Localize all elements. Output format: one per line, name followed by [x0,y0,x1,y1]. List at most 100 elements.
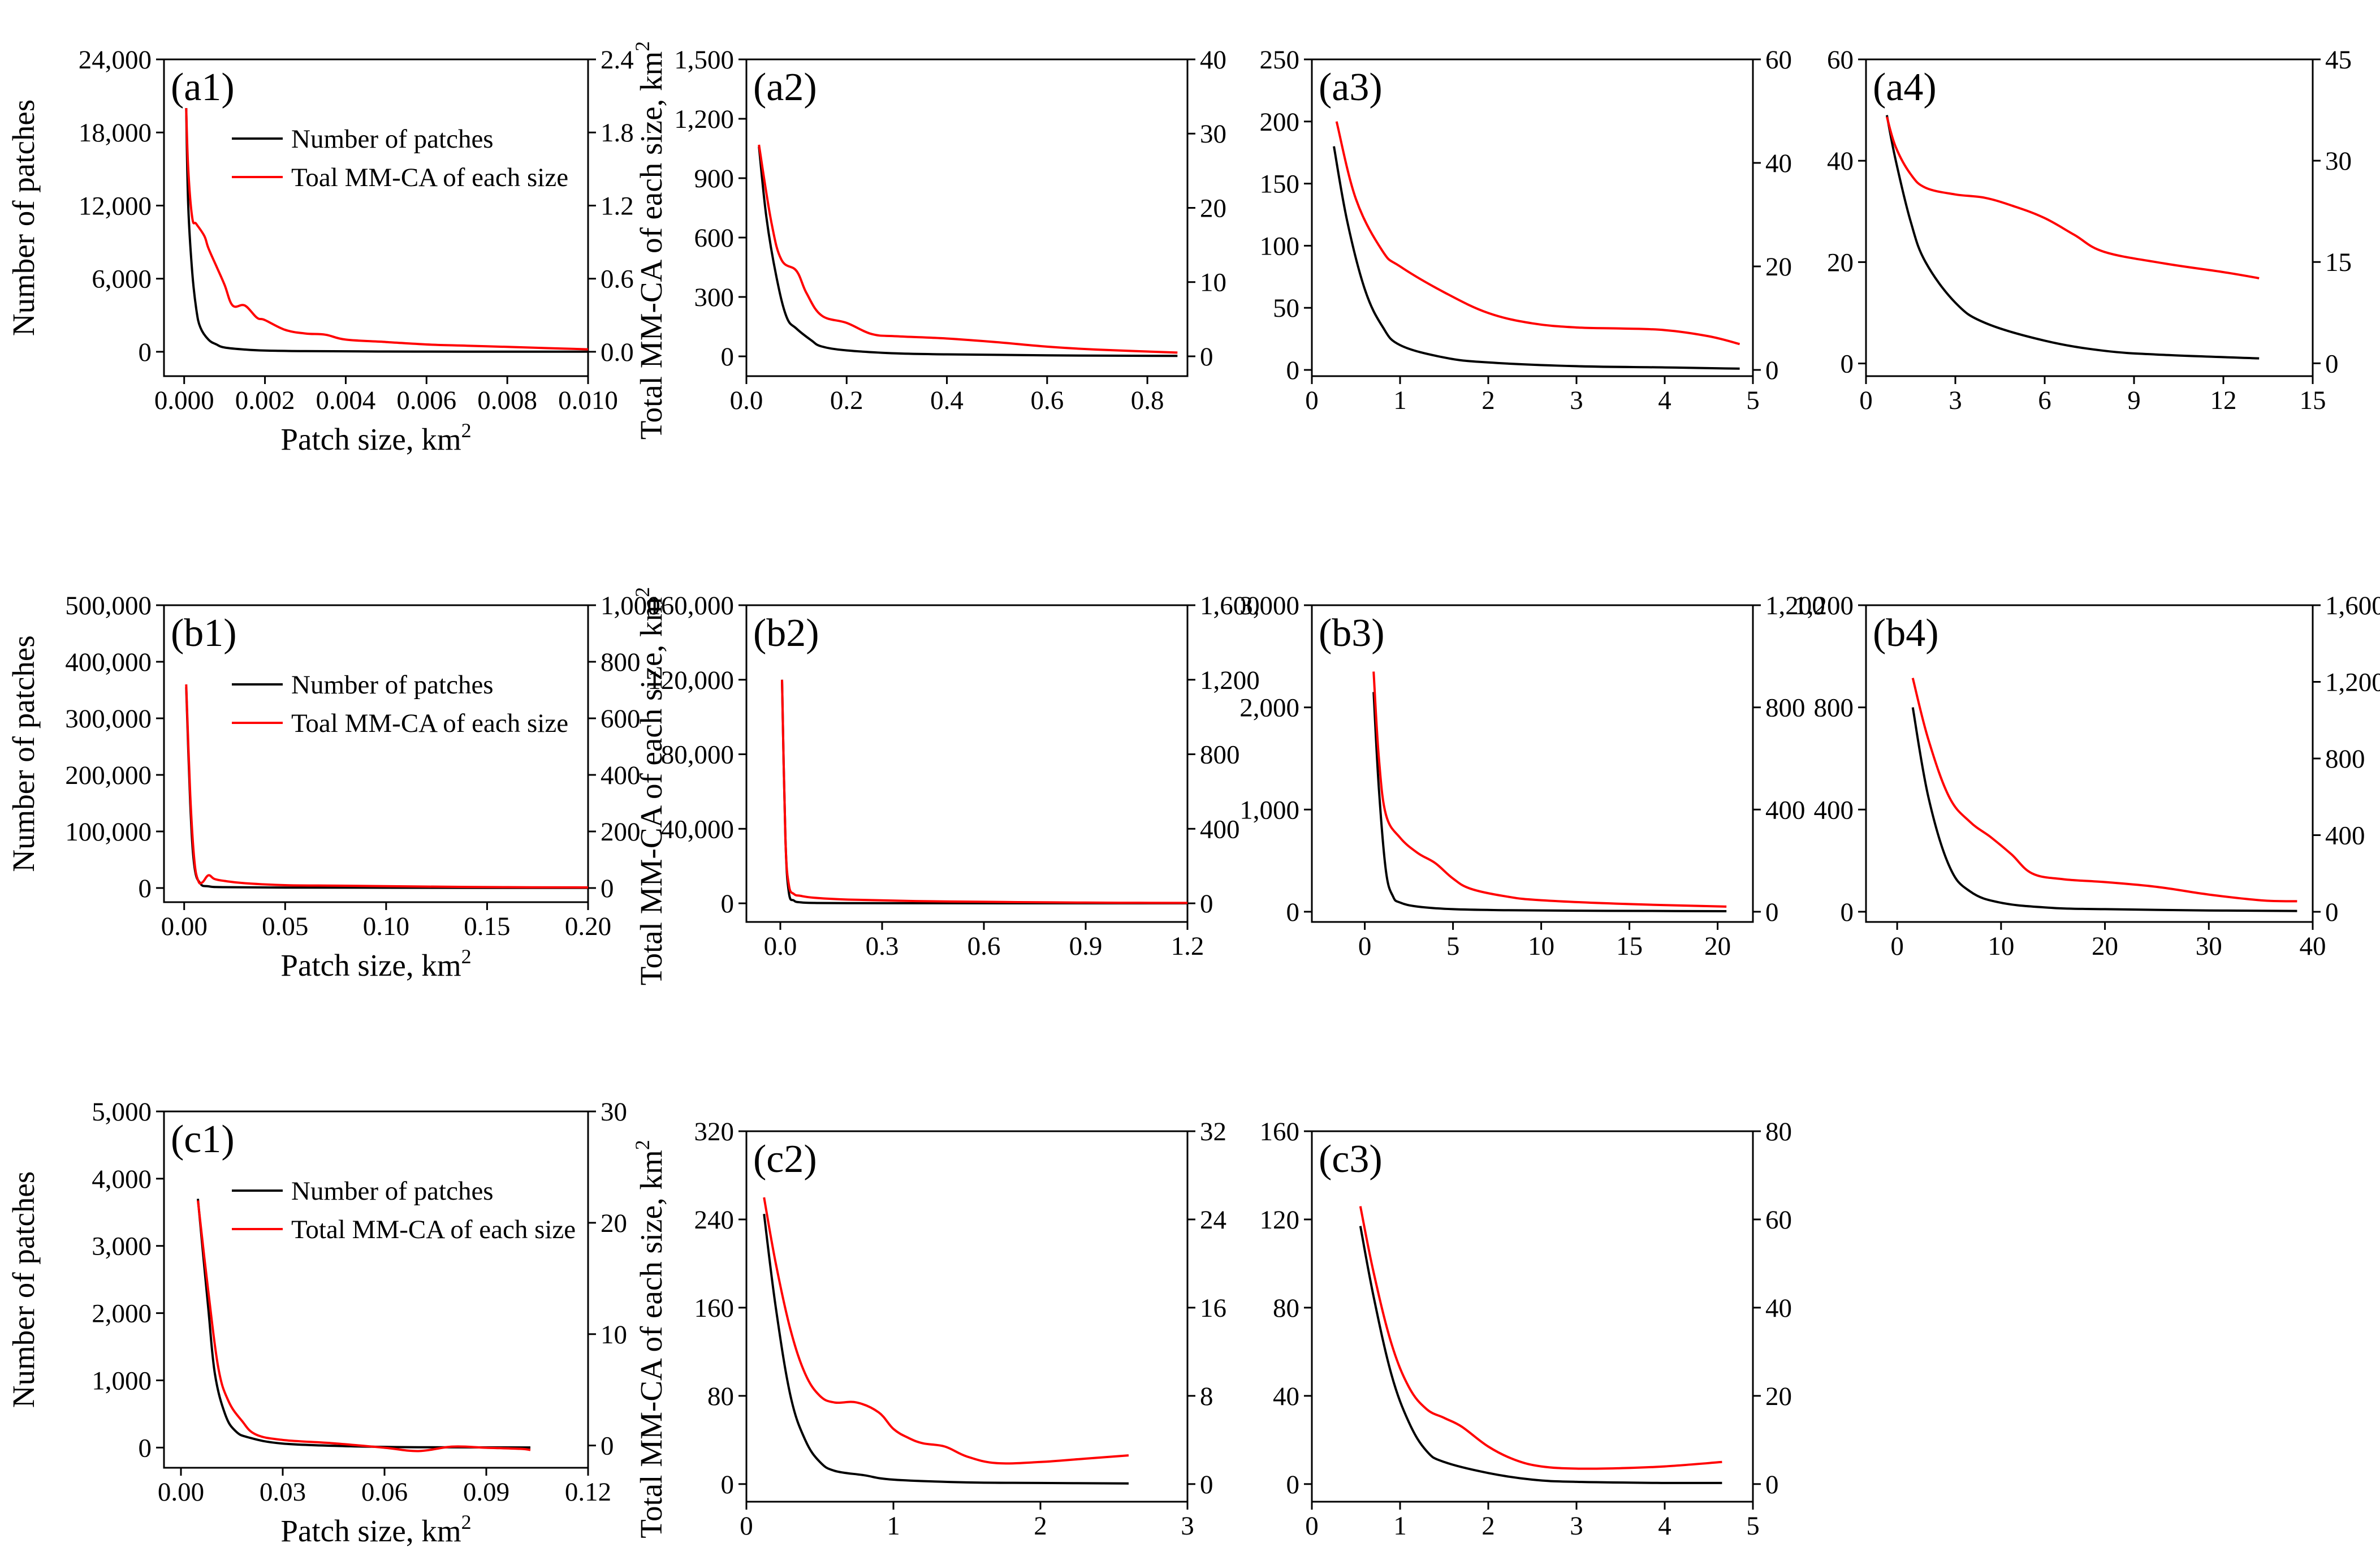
y-right-tick-label: 0.6 [601,265,634,294]
x-tick-label: 0 [1305,1511,1319,1541]
x-tick-label: 30 [2196,932,2222,961]
y-right-tick-label: 40 [1765,1294,1792,1323]
y-right-axis-title: Total MM-CA of each size, km2 [631,1140,668,1538]
y-left-tick-label: 6,000 [92,265,152,294]
y-right-tick-label: 1.8 [601,118,634,148]
series-line-patches [1333,146,1740,370]
y-right-tick-label: 40 [1200,45,1226,75]
x-tick-label: 3 [1570,386,1583,415]
x-tick-label: 0.06 [361,1477,408,1507]
y-right-tick-label: 1,200 [1200,666,1260,695]
y-left-tick-label: 3,000 [1239,591,1299,620]
y-right-tick-label: 0 [1765,898,1779,927]
x-tick-label: 5 [1746,1511,1760,1541]
y-right-tick-label: 400 [1765,795,1805,825]
x-tick-label: 0.6 [1030,386,1064,415]
y-right-tick-label: 800 [601,648,641,677]
x-tick-label: 12 [2210,386,2237,415]
y-right-tick-label: 20 [1765,1382,1792,1411]
y-left-tick-label: 2,000 [92,1299,152,1329]
legend-entry: Number of patches [291,1176,494,1206]
y-left-tick-label: 1,200 [674,105,734,134]
x-tick-label: 0.000 [154,386,214,415]
x-tick-label: 10 [1528,932,1554,961]
y-left-tick-label: 400 [1814,795,1854,825]
y-left-tick-label: 18,000 [79,118,152,148]
series-line-area [1372,671,1727,908]
y-left-tick-label: 0 [1286,898,1300,927]
x-tick-label: 20 [2092,932,2118,961]
y-right-axis-title: Total MM-CA of each size, km2 [631,41,668,440]
y-right-axis-title: Total MM-CA of each size, km2 [631,587,668,986]
y-left-tick-label: 100 [1260,231,1300,261]
y-left-tick-label: 40 [1273,1382,1299,1411]
x-tick-label: 40 [2300,932,2326,961]
plot-frame [163,1110,589,1469]
panel-label: (b2) [753,611,819,655]
panel-b3: 0 5 10 15 20 0 1,000 2,000 3,000 0 400 800 1,200 (b3) [1239,591,1825,961]
y-right-tick-label: 30 [1200,119,1226,149]
y-right-tick-label: 10 [1200,268,1226,298]
panel-label: (c3) [1319,1137,1383,1181]
y-right-tick-label: 30 [601,1097,627,1127]
series-line-patches [1372,692,1727,912]
y-left-tick-label: 300 [694,283,735,312]
y-right-tick-label: 0 [2325,898,2339,927]
panel-label: (b4) [1873,611,1939,655]
y-left-tick-label: 200 [1260,107,1300,137]
y-right-tick-label: 1,600 [1200,591,1260,620]
series-line-area [758,144,1178,354]
x-tick-label: 2 [1034,1511,1047,1541]
y-right-tick-label: 40 [1765,149,1792,178]
panel-c1: 0.00 0.03 0.06 0.09 0.12 0 1,000 2,000 3,000 4,00… [6,1097,627,1548]
panel-label: (a1) [171,66,235,109]
y-right-tick-label: 1,200 [1765,591,1825,620]
x-tick-label: 0.00 [161,912,208,941]
series-line-patches [758,146,1178,357]
x-tick-label: 4 [1658,1511,1671,1541]
y-left-tick-label: 0 [139,1433,152,1463]
plot-frame [1311,1130,1754,1503]
y-left-tick-label: 150 [1260,170,1300,199]
x-tick-label: 0 [1859,386,1873,415]
y-right-tick-label: 20 [601,1209,627,1238]
x-tick-label: 0 [1305,386,1319,415]
x-tick-label: 6 [2038,386,2051,415]
x-tick-label: 5 [1746,386,1760,415]
y-left-tick-label: 800 [1814,693,1854,723]
y-left-tick-label: 20 [1827,248,1854,277]
panel-label: (a4) [1873,66,1937,109]
panel-label: (a2) [753,66,817,109]
y-left-tick-label: 24,000 [79,45,152,75]
x-tick-label: 0.05 [262,912,308,941]
x-tick-label: 0.15 [464,912,510,941]
plot-frame [745,58,1189,377]
x-tick-label: 0 [1890,932,1904,961]
y-right-tick-label: 0.0 [601,338,634,367]
y-right-tick-label: 1.2 [601,191,634,221]
y-right-tick-label: 1,200 [2325,668,2380,697]
legend-entry: Number of patches [291,124,494,154]
y-right-tick-label: 400 [2325,821,2365,851]
y-right-tick-label: 30 [2325,146,2352,176]
series-line-area [763,1197,1129,1465]
x-axis-title: Patch size, km2 [280,419,471,456]
x-axis-title: Patch size, km2 [280,945,471,982]
y-left-tick-label: 0 [1286,1470,1300,1499]
y-left-tick-label: 500,000 [65,591,152,620]
x-tick-label: 4 [1658,386,1671,415]
y-right-tick-label: 2.4 [601,45,634,75]
x-axis-title: Patch size, km2 [280,1511,471,1548]
y-right-tick-label: 0 [1200,342,1213,372]
y-left-tick-label: 5,000 [92,1097,152,1127]
x-tick-label: 0.004 [316,386,376,415]
x-tick-label: 0 [740,1511,753,1541]
y-left-tick-label: 4,000 [92,1165,152,1194]
x-tick-label: 0.8 [1131,386,1164,415]
y-left-tick-label: 80,000 [661,740,734,770]
y-left-tick-label: 160 [1260,1117,1300,1146]
series-line-area [1885,116,2260,279]
series-line-patches [1885,115,2260,360]
y-left-axis-title: Number of patches [6,100,41,336]
